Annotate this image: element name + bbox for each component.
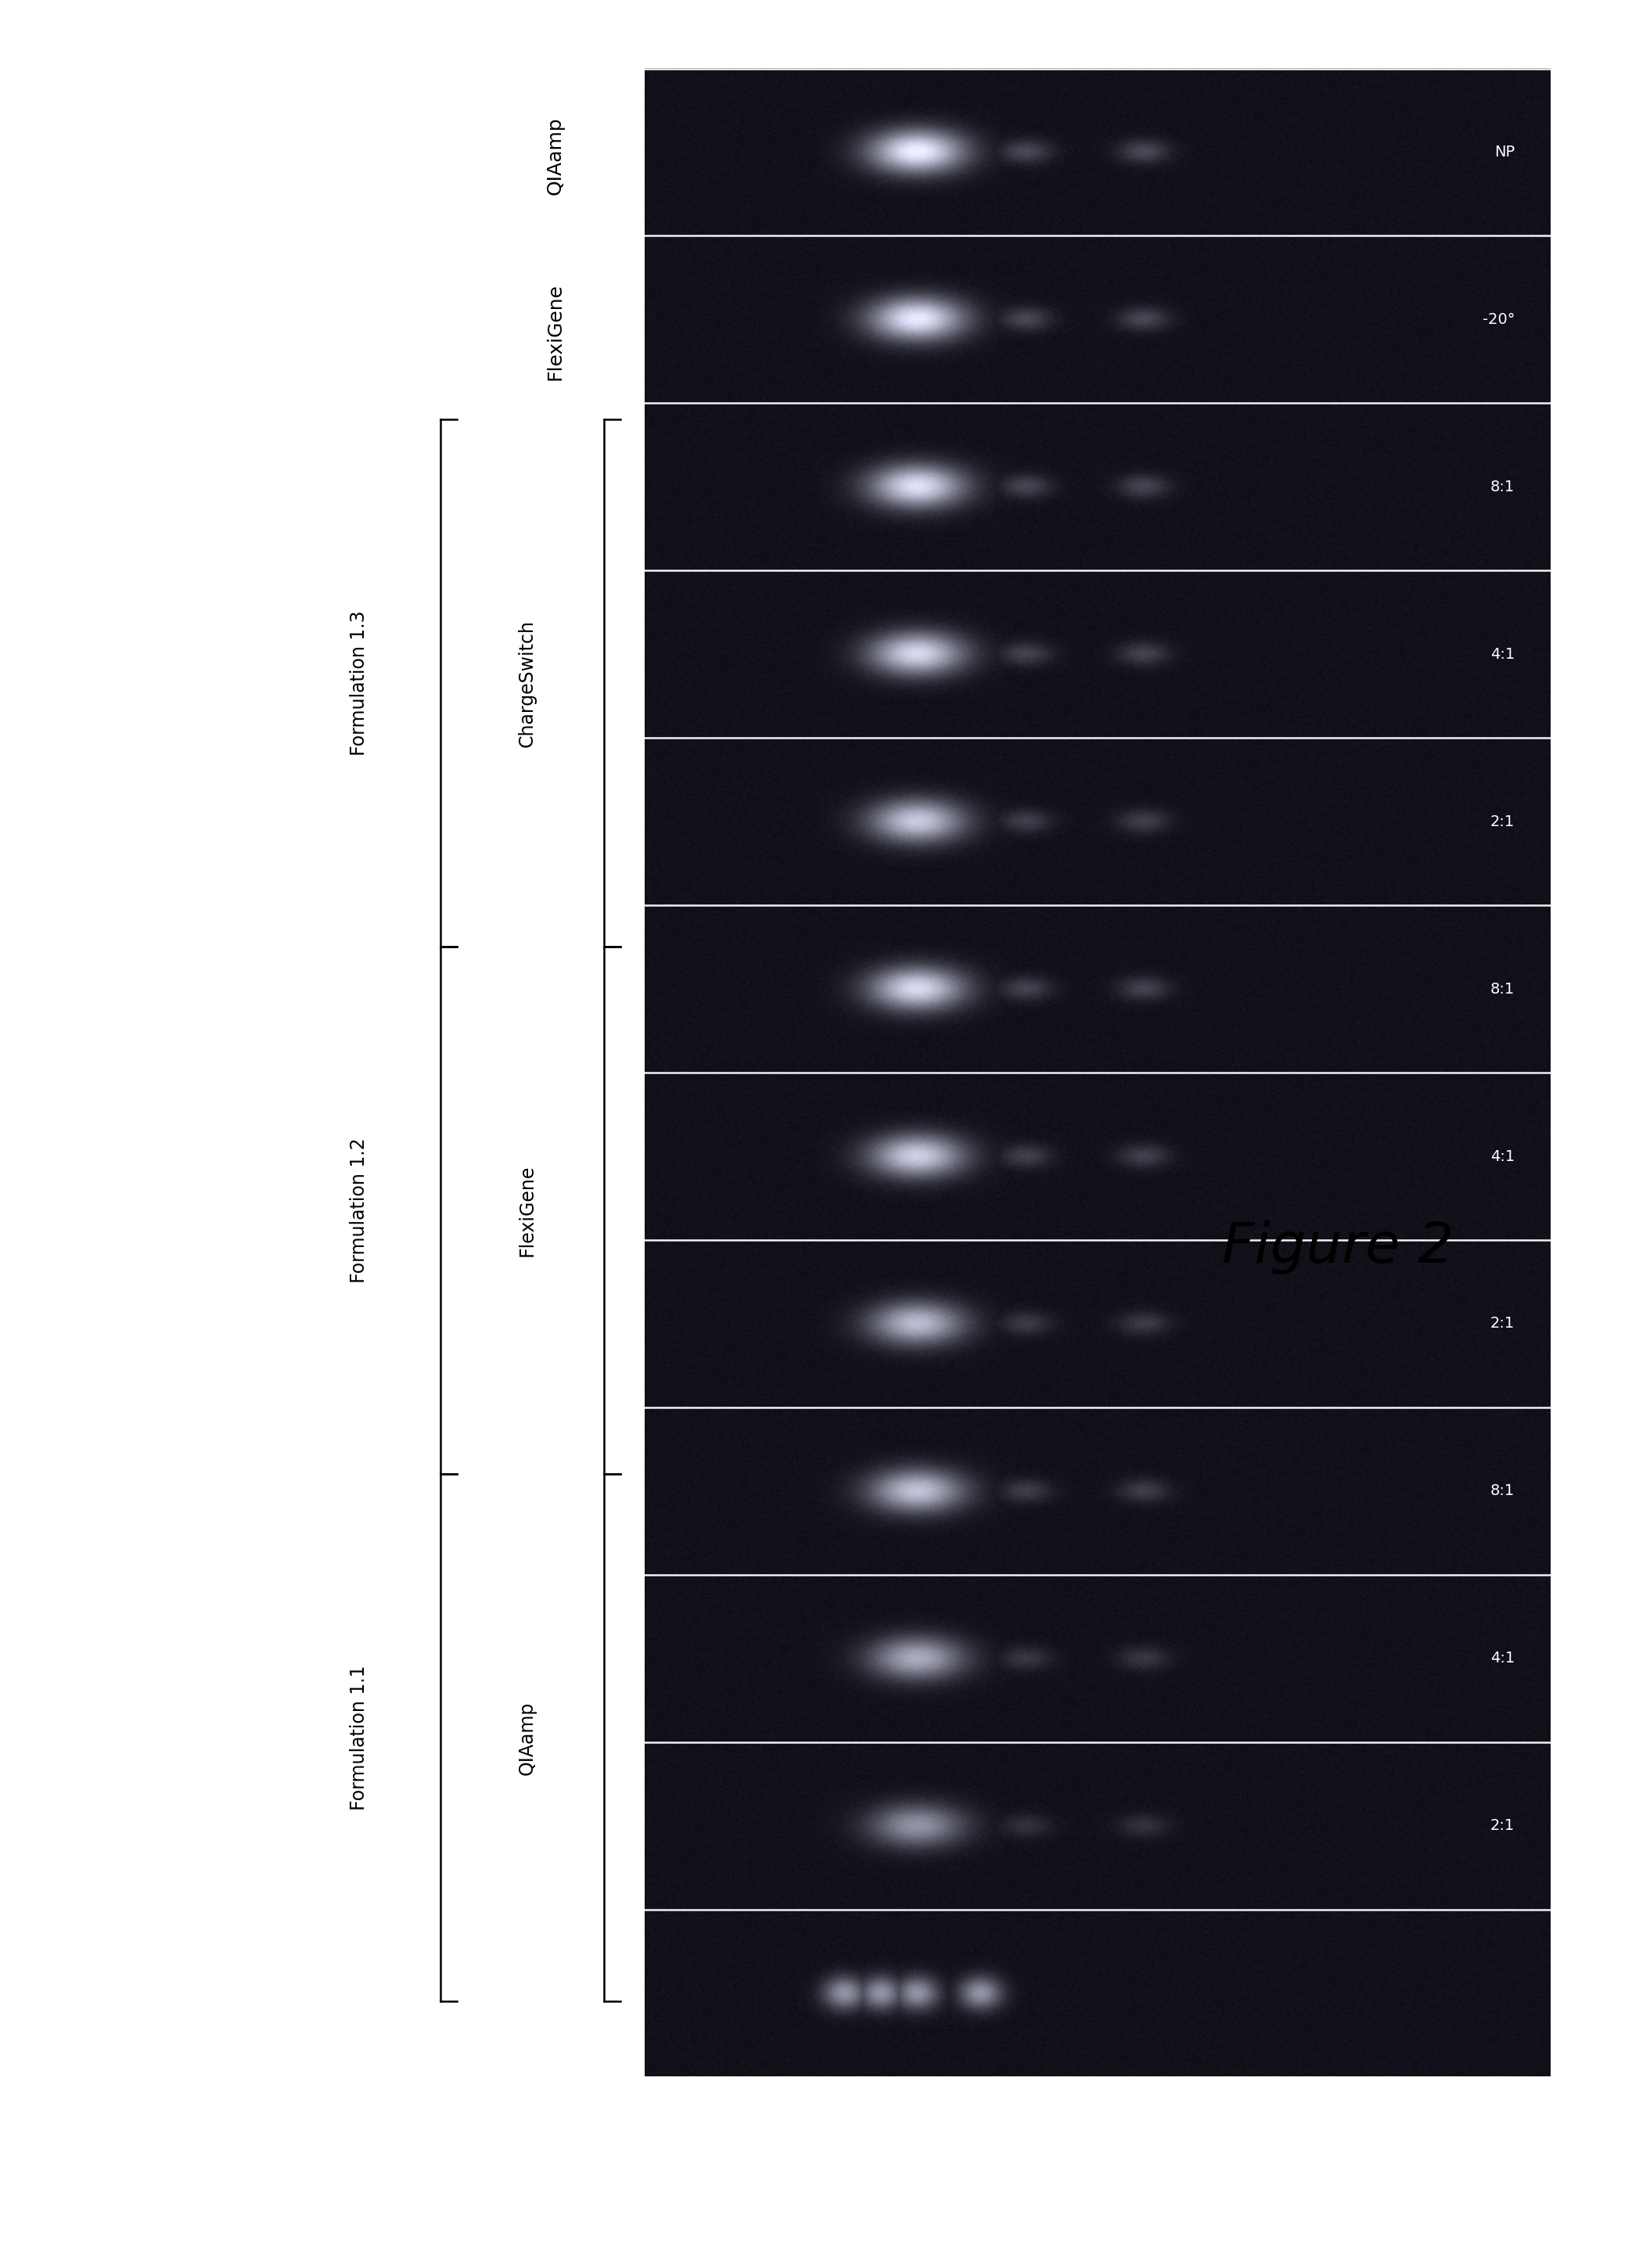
Text: FlexiGene: FlexiGene — [517, 1166, 537, 1256]
Text: Formulation 1.1: Formulation 1.1 — [349, 1665, 369, 1810]
Text: 8:1: 8:1 — [1490, 982, 1514, 996]
Text: QIAamp: QIAamp — [545, 118, 565, 195]
Text: 8:1: 8:1 — [1490, 479, 1514, 494]
Text: 2:1: 2:1 — [1490, 1819, 1514, 1833]
Text: Formulation 1.3: Formulation 1.3 — [349, 610, 369, 755]
Text: NP: NP — [1495, 145, 1514, 159]
Text: 4:1: 4:1 — [1490, 1651, 1514, 1667]
Text: 2:1: 2:1 — [1490, 814, 1514, 830]
Text: Figure 2: Figure 2 — [1222, 1220, 1454, 1275]
Text: Formulation 1.2: Formulation 1.2 — [349, 1139, 369, 1284]
Text: FlexiGene: FlexiGene — [545, 284, 565, 381]
Text: QIAamp: QIAamp — [517, 1701, 537, 1776]
Text: 4:1: 4:1 — [1490, 646, 1514, 662]
Text: 2:1: 2:1 — [1490, 1315, 1514, 1331]
Text: 4:1: 4:1 — [1490, 1150, 1514, 1163]
Text: 8:1: 8:1 — [1490, 1483, 1514, 1499]
Text: ChargeSwitch: ChargeSwitch — [517, 619, 537, 746]
Text: -20°: -20° — [1482, 313, 1514, 327]
